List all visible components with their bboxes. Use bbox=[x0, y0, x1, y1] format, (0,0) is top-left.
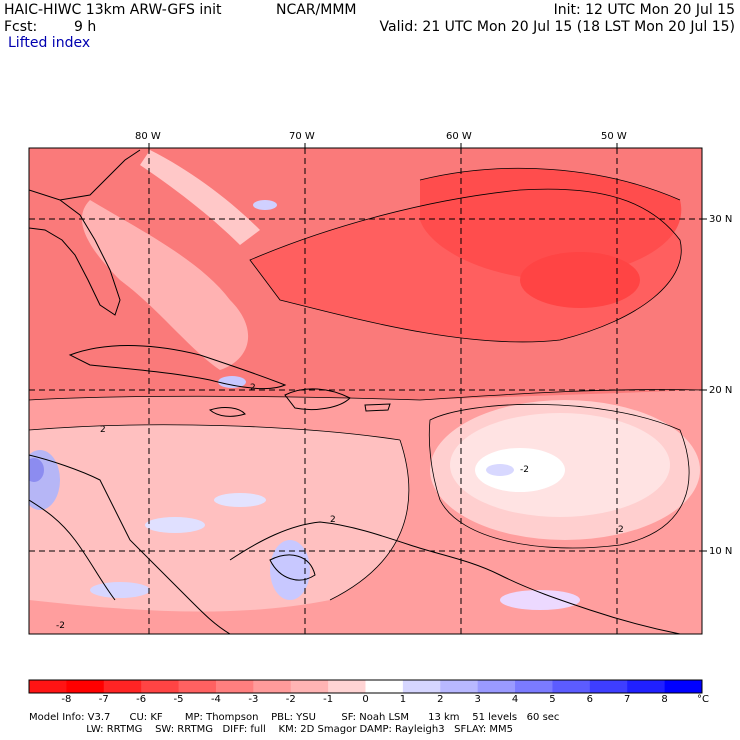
lon-label-50w: 50 W bbox=[601, 131, 627, 142]
colorbar-tick-label: 7 bbox=[624, 694, 631, 705]
model-info-line-2: LW: RRTMG SW: RRTMG DIFF: full KM: 2D Sm… bbox=[29, 724, 514, 735]
colorbar-tick-label: 2 bbox=[437, 694, 444, 705]
tick-marks bbox=[148, 143, 707, 552]
contour-label: 2 bbox=[618, 525, 624, 535]
colorbar-tick-label: -6 bbox=[136, 694, 147, 705]
contour-label: 2 bbox=[100, 425, 106, 435]
colorbar-swatch bbox=[103, 680, 142, 693]
lat-label-30n: 30 N bbox=[709, 214, 733, 225]
colorbar-unit: °C bbox=[697, 694, 709, 705]
org-label: NCAR/MMM bbox=[276, 2, 357, 18]
field-name: Lifted index bbox=[8, 35, 91, 51]
colorbar-swatch bbox=[552, 680, 591, 693]
contour-label: -2 bbox=[520, 465, 529, 475]
colorbar-swatch bbox=[141, 680, 180, 693]
colorbar-swatch bbox=[589, 680, 628, 693]
lon-label-80w: 80 W bbox=[135, 131, 161, 142]
lon-label-60w: 60 W bbox=[446, 131, 472, 142]
contour-lines bbox=[29, 167, 702, 601]
colorbar-tick-label: -7 bbox=[98, 694, 109, 705]
colorbar-tick-label: 4 bbox=[511, 694, 519, 705]
colorbar-tick-label: 6 bbox=[586, 694, 594, 705]
contour-label: 2 bbox=[250, 383, 256, 393]
colorbar-tick-label: -5 bbox=[173, 694, 184, 705]
colorbar bbox=[29, 680, 703, 693]
model-info-line-1: Model Info: V3.7 CU: KF MP: Thompson PBL… bbox=[29, 712, 560, 723]
colorbar-tick-label: -3 bbox=[248, 694, 259, 705]
lon-label-70w: 70 W bbox=[289, 131, 315, 142]
colorbar-swatch bbox=[290, 680, 329, 693]
lat-label-10n: 10 N bbox=[709, 546, 733, 557]
colorbar-tick-label: -8 bbox=[61, 694, 72, 705]
lat-label-20n: 20 N bbox=[709, 385, 733, 396]
colorbar-swatch bbox=[477, 680, 516, 693]
colorbar-swatch bbox=[253, 680, 292, 693]
colorbar-frame bbox=[28, 679, 703, 694]
colorbar-tick-label: 8 bbox=[661, 694, 668, 705]
colorbar-swatch bbox=[515, 680, 553, 693]
colorbar-swatch bbox=[365, 680, 404, 693]
colorbar-swatch bbox=[440, 680, 479, 693]
forecast-label: Fcst: bbox=[4, 19, 38, 35]
init-time: Init: 12 UTC Mon 20 Jul 15 bbox=[553, 2, 735, 18]
coastlines bbox=[29, 149, 681, 634]
colorbar-swatch bbox=[215, 680, 254, 693]
colorbar-swatch bbox=[627, 680, 666, 693]
colorbar-swatch bbox=[664, 680, 703, 693]
colorbar-tick-label: -2 bbox=[285, 694, 296, 705]
colorbar-swatch bbox=[402, 680, 441, 693]
colorbar-tick-label: 3 bbox=[474, 694, 481, 705]
colorbar-tick-label: -4 bbox=[210, 694, 221, 705]
colorbar-tick-label: 1 bbox=[399, 694, 407, 705]
colorbar-tick-label: -1 bbox=[323, 694, 334, 705]
model-title: HAIC-HIWC 13km ARW-GFS init bbox=[4, 2, 222, 18]
colorbar-tick-label: 0 bbox=[362, 694, 369, 705]
map-frame bbox=[28, 147, 703, 635]
colorbar-swatch bbox=[29, 680, 67, 693]
contour-label: 2 bbox=[330, 515, 336, 525]
contour-label: -2 bbox=[56, 621, 65, 631]
graticule bbox=[29, 148, 702, 634]
forecast-hour: 9 h bbox=[74, 19, 97, 35]
colorbar-tick-label: 5 bbox=[549, 694, 556, 705]
colorbar-swatch bbox=[178, 680, 217, 693]
valid-time: Valid: 21 UTC Mon 20 Jul 15 (18 LST Mon … bbox=[379, 19, 735, 35]
colorbar-swatch bbox=[66, 680, 105, 693]
lifted-index-field bbox=[29, 148, 702, 634]
colorbar-swatch bbox=[328, 680, 366, 693]
contour-labels: 2 2 2 -2 -2 2 bbox=[56, 383, 624, 631]
